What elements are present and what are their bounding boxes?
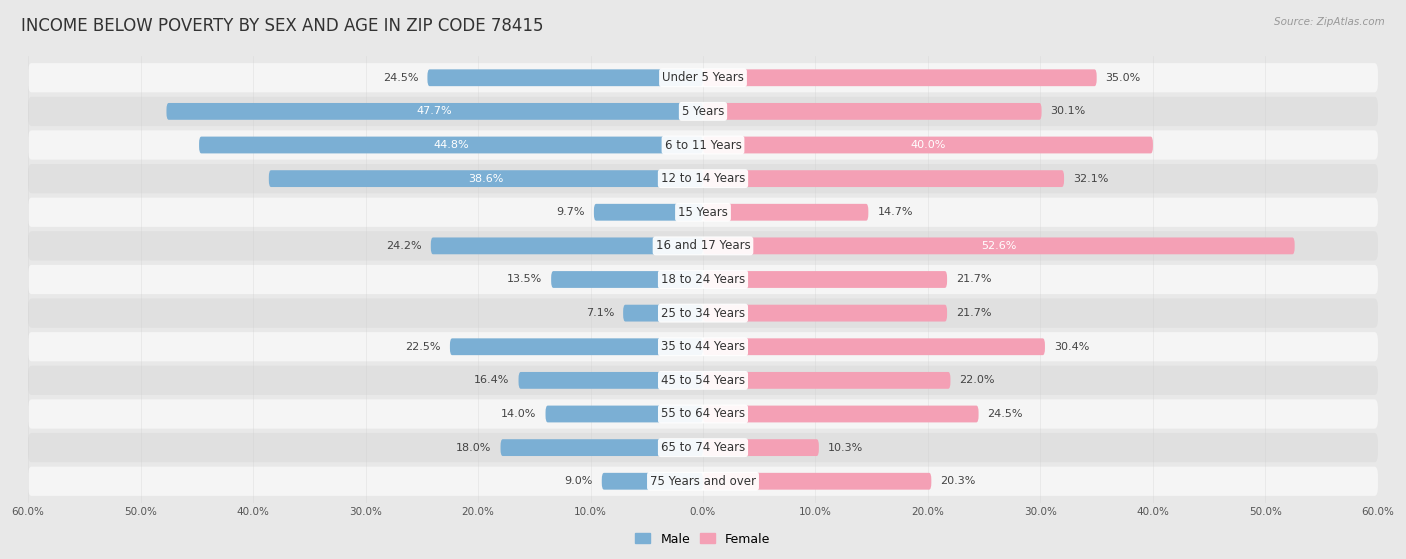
FancyBboxPatch shape — [166, 103, 703, 120]
FancyBboxPatch shape — [430, 238, 703, 254]
FancyBboxPatch shape — [200, 136, 703, 153]
Text: 13.5%: 13.5% — [508, 274, 543, 285]
Text: 22.5%: 22.5% — [405, 342, 441, 352]
FancyBboxPatch shape — [593, 204, 703, 221]
Text: Under 5 Years: Under 5 Years — [662, 71, 744, 84]
FancyBboxPatch shape — [703, 473, 931, 490]
Text: 7.1%: 7.1% — [586, 308, 614, 318]
Text: 35 to 44 Years: 35 to 44 Years — [661, 340, 745, 353]
FancyBboxPatch shape — [28, 231, 1378, 260]
FancyBboxPatch shape — [28, 299, 1378, 328]
FancyBboxPatch shape — [546, 406, 703, 423]
FancyBboxPatch shape — [703, 338, 1045, 355]
FancyBboxPatch shape — [28, 63, 1378, 92]
Text: Source: ZipAtlas.com: Source: ZipAtlas.com — [1274, 17, 1385, 27]
Text: 21.7%: 21.7% — [956, 274, 991, 285]
FancyBboxPatch shape — [602, 473, 703, 490]
Text: 14.7%: 14.7% — [877, 207, 912, 217]
Text: 18.0%: 18.0% — [456, 443, 492, 453]
FancyBboxPatch shape — [28, 164, 1378, 193]
FancyBboxPatch shape — [28, 332, 1378, 361]
FancyBboxPatch shape — [703, 170, 1064, 187]
FancyBboxPatch shape — [703, 305, 948, 321]
Text: INCOME BELOW POVERTY BY SEX AND AGE IN ZIP CODE 78415: INCOME BELOW POVERTY BY SEX AND AGE IN Z… — [21, 17, 544, 35]
FancyBboxPatch shape — [28, 467, 1378, 496]
FancyBboxPatch shape — [28, 399, 1378, 429]
FancyBboxPatch shape — [703, 69, 1097, 86]
FancyBboxPatch shape — [28, 366, 1378, 395]
Text: 15 Years: 15 Years — [678, 206, 728, 219]
Text: 12 to 14 Years: 12 to 14 Years — [661, 172, 745, 185]
FancyBboxPatch shape — [703, 204, 869, 221]
FancyBboxPatch shape — [450, 338, 703, 355]
Text: 5 Years: 5 Years — [682, 105, 724, 118]
Text: 9.0%: 9.0% — [564, 476, 593, 486]
FancyBboxPatch shape — [703, 103, 1042, 120]
Text: 9.7%: 9.7% — [557, 207, 585, 217]
Text: 24.5%: 24.5% — [987, 409, 1024, 419]
FancyBboxPatch shape — [28, 265, 1378, 294]
FancyBboxPatch shape — [28, 433, 1378, 462]
Text: 14.0%: 14.0% — [501, 409, 537, 419]
Text: 25 to 34 Years: 25 to 34 Years — [661, 307, 745, 320]
Text: 65 to 74 Years: 65 to 74 Years — [661, 441, 745, 454]
Text: 24.2%: 24.2% — [387, 241, 422, 251]
Text: 55 to 64 Years: 55 to 64 Years — [661, 408, 745, 420]
Text: 75 Years and over: 75 Years and over — [650, 475, 756, 488]
Text: 18 to 24 Years: 18 to 24 Years — [661, 273, 745, 286]
Legend: Male, Female: Male, Female — [630, 528, 776, 551]
Text: 16.4%: 16.4% — [474, 376, 509, 385]
Text: 20.3%: 20.3% — [941, 476, 976, 486]
FancyBboxPatch shape — [703, 136, 1153, 153]
FancyBboxPatch shape — [703, 406, 979, 423]
Text: 30.4%: 30.4% — [1054, 342, 1090, 352]
Text: 10.3%: 10.3% — [828, 443, 863, 453]
FancyBboxPatch shape — [519, 372, 703, 389]
FancyBboxPatch shape — [28, 198, 1378, 227]
FancyBboxPatch shape — [551, 271, 703, 288]
FancyBboxPatch shape — [703, 439, 818, 456]
FancyBboxPatch shape — [623, 305, 703, 321]
Text: 30.1%: 30.1% — [1050, 106, 1085, 116]
FancyBboxPatch shape — [703, 372, 950, 389]
Text: 40.0%: 40.0% — [910, 140, 946, 150]
FancyBboxPatch shape — [28, 97, 1378, 126]
Text: 35.0%: 35.0% — [1105, 73, 1140, 83]
Text: 32.1%: 32.1% — [1073, 174, 1108, 183]
FancyBboxPatch shape — [501, 439, 703, 456]
Text: 52.6%: 52.6% — [981, 241, 1017, 251]
FancyBboxPatch shape — [703, 238, 1295, 254]
Text: 21.7%: 21.7% — [956, 308, 991, 318]
Text: 44.8%: 44.8% — [433, 140, 468, 150]
Text: 16 and 17 Years: 16 and 17 Years — [655, 239, 751, 252]
Text: 45 to 54 Years: 45 to 54 Years — [661, 374, 745, 387]
Text: 22.0%: 22.0% — [959, 376, 995, 385]
FancyBboxPatch shape — [427, 69, 703, 86]
Text: 6 to 11 Years: 6 to 11 Years — [665, 139, 741, 151]
FancyBboxPatch shape — [269, 170, 703, 187]
Text: 24.5%: 24.5% — [382, 73, 419, 83]
Text: 38.6%: 38.6% — [468, 174, 503, 183]
FancyBboxPatch shape — [28, 130, 1378, 160]
Text: 47.7%: 47.7% — [418, 106, 453, 116]
FancyBboxPatch shape — [703, 271, 948, 288]
